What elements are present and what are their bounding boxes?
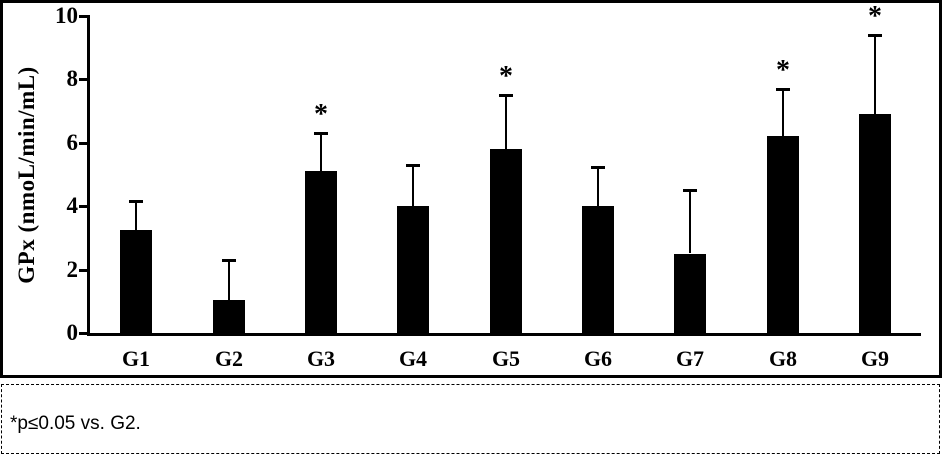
bar (120, 230, 152, 333)
y-tick (79, 142, 87, 145)
y-tick-label: 10 (55, 3, 78, 28)
error-bar-cap (868, 34, 882, 37)
error-bar-line (412, 165, 414, 206)
y-tick (79, 332, 87, 335)
bar (305, 171, 337, 333)
error-bar-line (597, 167, 599, 207)
error-bar-cap (129, 200, 143, 203)
x-axis-line (87, 333, 921, 336)
error-bar-line (135, 201, 137, 230)
significance-marker: * (499, 61, 513, 92)
error-bar-cap (591, 166, 605, 169)
x-category-label: G1 (121, 346, 151, 371)
error-bar-cap (683, 189, 697, 192)
x-category-label: G9 (860, 346, 890, 371)
error-bar-cap (222, 259, 236, 262)
y-tick-label: 2 (66, 257, 79, 282)
x-category-label: G5 (491, 346, 521, 371)
x-category-label: G3 (306, 346, 336, 371)
error-bar-cap (776, 88, 790, 91)
x-category-label: G8 (768, 346, 798, 371)
y-axis-line (87, 15, 90, 334)
error-bar-line (228, 260, 230, 300)
bar (397, 206, 429, 333)
bar (582, 206, 614, 333)
y-tick (79, 269, 87, 272)
bar (767, 136, 799, 333)
y-tick-label: 6 (66, 130, 79, 155)
error-bar-cap (499, 94, 513, 97)
error-bar-cap (406, 164, 420, 167)
error-bar-line (505, 95, 507, 149)
chart-panel: GPx (nmoL/min/mL) 0 2 4 6 8 10 G1 G2 * G3 G4 * G5 G6 G… (0, 0, 942, 378)
error-bar-cap (314, 132, 328, 135)
bar (674, 254, 706, 333)
error-bar-line (320, 133, 322, 171)
x-category-label: G2 (214, 346, 244, 371)
significance-marker: * (776, 55, 790, 86)
y-tick-label: 0 (66, 320, 79, 345)
y-tick-label: 4 (66, 193, 79, 218)
x-category-label: G4 (398, 346, 428, 371)
x-category-label: G6 (583, 346, 613, 371)
x-category-label: G7 (675, 346, 705, 371)
error-bar-line (782, 89, 784, 137)
significance-marker: * (314, 99, 328, 130)
bar (490, 149, 522, 333)
error-bar-line (874, 35, 876, 114)
significance-marker: * (868, 1, 882, 32)
error-bar-line (689, 190, 691, 253)
footnote-text: *p≤0.05 vs. G2. (10, 413, 141, 434)
footnote-panel: *p≤0.05 vs. G2. (1, 384, 940, 454)
y-tick (79, 205, 87, 208)
bar (213, 300, 245, 333)
y-tick-label: 8 (66, 66, 79, 91)
y-tick (79, 15, 87, 18)
plot-area: GPx (nmoL/min/mL) 0 2 4 6 8 10 G1 G2 * G3 G4 * G5 G6 G… (3, 1, 939, 375)
bar (859, 114, 891, 333)
y-axis-title: GPx (nmoL/min/mL) (14, 66, 39, 284)
y-tick (79, 78, 87, 81)
